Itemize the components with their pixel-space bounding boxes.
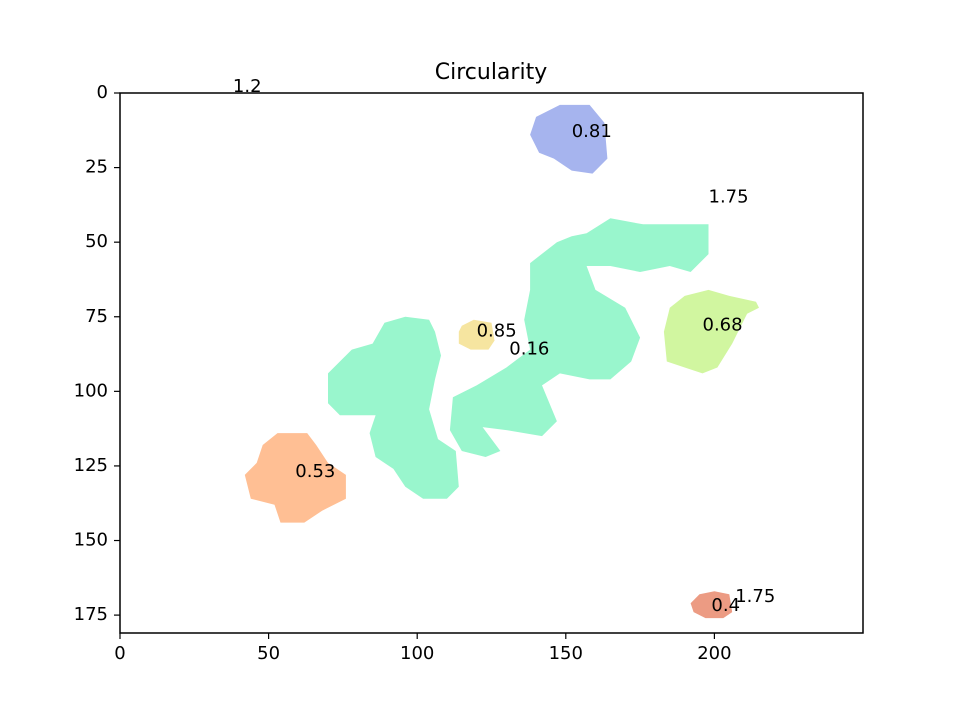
region-label: 0.85	[477, 321, 517, 342]
x-tick-label: 100	[400, 643, 434, 664]
y-tick-label: 150	[74, 530, 108, 551]
region-3	[458, 319, 495, 350]
y-tick-label: 50	[85, 231, 108, 252]
region-label: 0.16	[509, 339, 549, 360]
region-1	[449, 218, 709, 457]
floating-label: 1.2	[233, 76, 262, 97]
region-label: 0.4	[711, 595, 740, 616]
x-axis: 0 50 100 150 200	[114, 633, 732, 664]
x-tick-label: 150	[549, 643, 583, 664]
y-tick-label: 100	[74, 380, 108, 401]
x-tick-label: 200	[697, 643, 731, 664]
x-tick-label: 50	[257, 643, 280, 664]
region-label: 0.68	[703, 315, 743, 336]
floating-label: 1.75	[735, 586, 775, 607]
region-label: 0.81	[572, 121, 612, 142]
region-5	[244, 433, 346, 523]
region-4	[663, 289, 759, 374]
y-axis: 0 25 50 75 100 125 150 175	[74, 82, 120, 625]
y-tick-label: 125	[74, 455, 108, 476]
floating-label: 1.75	[709, 186, 749, 207]
chart-title: Circularity	[435, 60, 547, 85]
region-0	[530, 104, 608, 174]
x-tick-label: 0	[114, 643, 125, 664]
region-label: 0.53	[295, 461, 335, 482]
region-6	[690, 591, 733, 619]
annotation-layer: 0.81 0.160.85 0.68 0.53 0.4 1.2 1.75 1.75	[233, 76, 775, 616]
regions-layer	[244, 104, 759, 619]
y-tick-label: 175	[74, 604, 108, 625]
y-tick-label: 25	[85, 157, 108, 178]
region-2	[328, 316, 459, 499]
plot-frame	[119, 92, 864, 634]
y-tick-label: 75	[85, 306, 108, 327]
y-tick-label: 0	[97, 82, 108, 103]
